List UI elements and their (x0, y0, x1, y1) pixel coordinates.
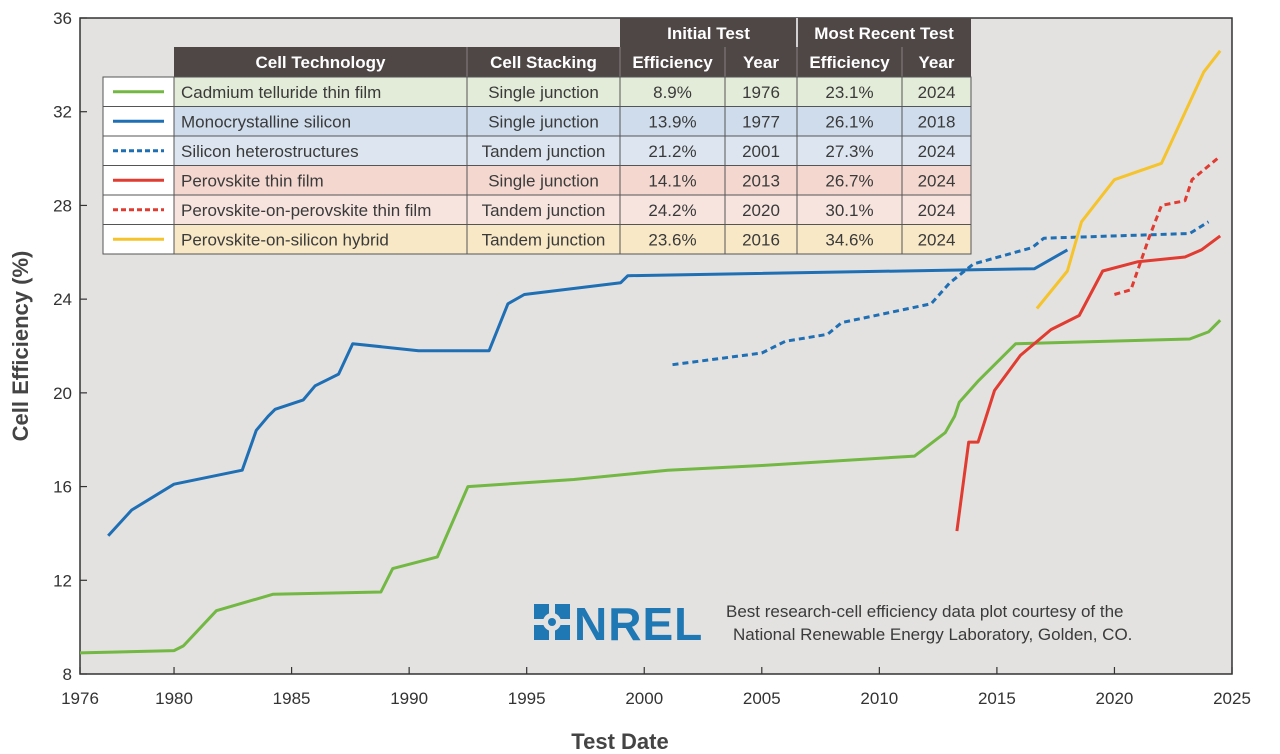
table-cell-initial-year: 2001 (742, 142, 780, 161)
table-cell-recent-eff: 26.7% (825, 172, 873, 191)
table-cell-recent-year: 2024 (918, 231, 956, 250)
table-cell-technology: Monocrystalline silicon (181, 113, 351, 132)
series-line-silicon-heterostructures (672, 220, 1210, 367)
nrel-logo-icon (534, 604, 570, 640)
x-tick-label: 1995 (508, 689, 546, 708)
x-tick-label: 2015 (978, 689, 1016, 708)
table-row (173, 194, 972, 225)
table-cell-recent-year: 2024 (918, 83, 956, 102)
table-cell-initial-year: 1976 (742, 83, 780, 102)
table-cell-initial-year: 1977 (742, 113, 780, 132)
series-line-perovskite-on-perovskite-thin-film (1113, 155, 1222, 296)
table-cell-stacking: Single junction (488, 113, 599, 132)
nrel-wordmark: NREL (574, 598, 703, 650)
table-cell-initial-year: 2020 (742, 201, 780, 220)
table-cell-initial-eff: 21.2% (648, 142, 696, 161)
series-line-monocrystalline-silicon (107, 248, 1069, 537)
table-cell-technology: Perovskite thin film (181, 172, 324, 191)
y-tick-label: 12 (53, 571, 72, 590)
table-cell-recent-year: 2024 (918, 201, 956, 220)
table-cell-technology: Cadmium telluride thin film (181, 83, 381, 102)
x-tick-label: 1985 (273, 689, 311, 708)
y-tick-label: 16 (53, 478, 72, 497)
group-header-initial: Initial Test (667, 24, 750, 43)
nrel-logo: NREL (534, 598, 703, 650)
table-cell-stacking: Single junction (488, 172, 599, 191)
group-header-band (620, 18, 971, 47)
x-tick-label: 1976 (61, 689, 99, 708)
table-cell-recent-eff: 23.1% (825, 83, 873, 102)
table-cell-initial-year: 2013 (742, 172, 780, 191)
y-tick-label: 20 (53, 384, 72, 403)
x-tick-label: 2020 (1096, 689, 1134, 708)
table-cell-recent-year: 2018 (918, 113, 956, 132)
table-cell-stacking: Single junction (488, 83, 599, 102)
table-cell-recent-eff: 27.3% (825, 142, 873, 161)
series-line-perovskite-thin-film (955, 234, 1222, 532)
y-tick-label: 24 (53, 290, 72, 309)
table-cell-initial-eff: 23.6% (648, 231, 696, 250)
column-header: Year (743, 53, 779, 72)
table-row (173, 165, 972, 196)
axis-ticks: 1976 1980 1985 1990 1995 2000 2005 2010 2015 2020… (53, 9, 1251, 708)
table-cell-recent-year: 2024 (918, 172, 956, 191)
table-cell-recent-eff: 26.1% (825, 113, 873, 132)
series-line-perovskite-on-silicon-hybrid (1035, 49, 1222, 310)
column-header: Cell Technology (255, 53, 386, 72)
table-cell-stacking: Tandem junction (482, 201, 606, 220)
x-tick-label: 2025 (1213, 689, 1251, 708)
column-header: Cell Stacking (490, 53, 597, 72)
column-header: Year (919, 53, 955, 72)
table-cell-technology: Silicon heterostructures (181, 142, 359, 161)
x-tick-label: 1990 (390, 689, 428, 708)
x-tick-label: 2000 (625, 689, 663, 708)
table-cell-stacking: Tandem junction (482, 142, 606, 161)
table-row (173, 224, 972, 255)
series-lines (79, 49, 1222, 655)
table-cell-recent-eff: 34.6% (825, 231, 873, 250)
legend-table: Initial Test Most Recent Test Cell Technol… (102, 18, 972, 255)
y-tick-label: 36 (53, 9, 72, 28)
y-axis-title: Cell Efficiency (%) (8, 251, 33, 442)
group-header-recent: Most Recent Test (814, 24, 954, 43)
column-header: Efficiency (809, 53, 890, 72)
column-header-band (174, 47, 971, 77)
y-tick-label: 28 (53, 196, 72, 215)
column-header: Efficiency (632, 53, 713, 72)
table-cell-technology: Perovskite-on-silicon hybrid (181, 231, 389, 250)
y-tick-label: 32 (53, 103, 72, 122)
table-cell-recent-year: 2024 (918, 142, 956, 161)
table-cell-initial-year: 2016 (742, 231, 780, 250)
table-cell-recent-eff: 30.1% (825, 201, 873, 220)
table-cell-initial-eff: 14.1% (648, 172, 696, 191)
table-cell-initial-eff: 24.2% (648, 201, 696, 220)
x-tick-label: 2005 (743, 689, 781, 708)
x-tick-label: 1980 (155, 689, 193, 708)
credit-line-2: National Renewable Energy Laboratory, Go… (733, 625, 1132, 644)
table-cell-stacking: Tandem junction (482, 231, 606, 250)
table-row (173, 76, 972, 107)
x-axis-title: Test Date (571, 729, 668, 754)
y-tick-label: 8 (63, 665, 72, 684)
table-cell-initial-eff: 8.9% (653, 83, 692, 102)
credit-line-1: Best research-cell efficiency data plot … (726, 602, 1124, 621)
table-cell-initial-eff: 13.9% (648, 113, 696, 132)
series-line-cadmium-telluride-thin-film (79, 319, 1222, 655)
x-tick-label: 2010 (860, 689, 898, 708)
table-cell-technology: Perovskite-on-perovskite thin film (181, 201, 431, 220)
